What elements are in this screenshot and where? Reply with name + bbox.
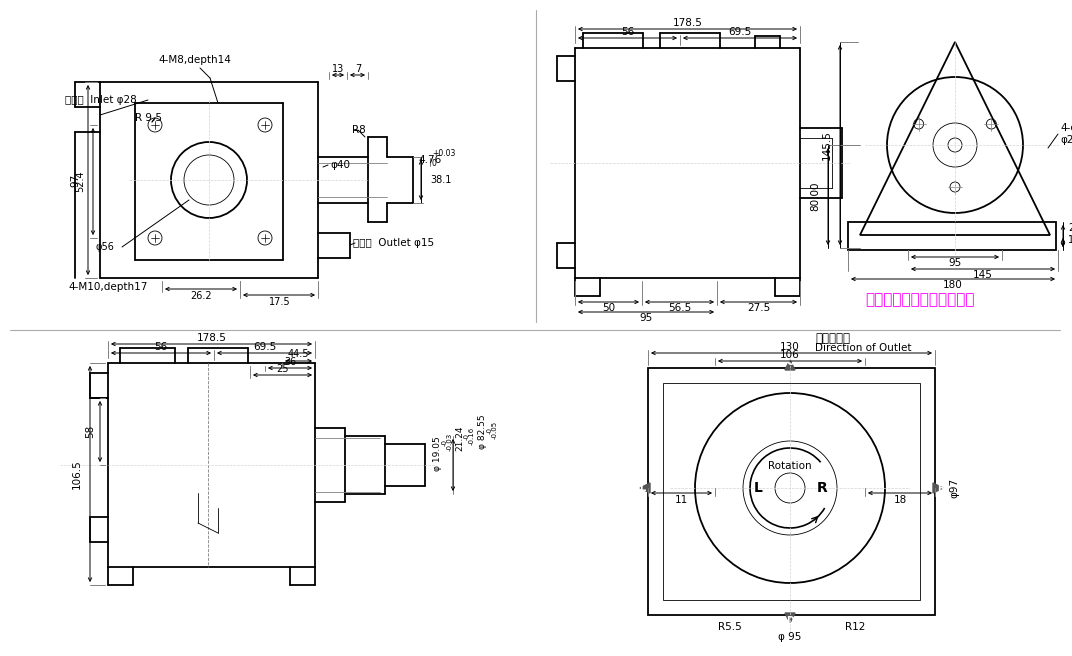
- Text: U: U: [786, 357, 794, 367]
- Text: 95: 95: [949, 258, 962, 268]
- Text: 145.5: 145.5: [822, 130, 832, 160]
- Polygon shape: [933, 483, 943, 493]
- Text: 13: 13: [332, 64, 344, 74]
- Text: L: L: [754, 481, 762, 495]
- Text: 11: 11: [675, 495, 688, 505]
- Text: -0: -0: [487, 426, 493, 434]
- Text: 106: 106: [780, 350, 800, 360]
- Text: 出油口方向: 出油口方向: [815, 331, 850, 344]
- Text: 21.24: 21.24: [455, 425, 464, 451]
- Text: 18: 18: [893, 495, 907, 505]
- Text: φ97: φ97: [949, 478, 959, 498]
- Text: R5.5: R5.5: [718, 622, 742, 632]
- Text: R 9.5: R 9.5: [135, 113, 162, 123]
- Text: 50: 50: [602, 303, 615, 313]
- Text: 38.1: 38.1: [430, 175, 451, 185]
- Text: 0: 0: [432, 159, 437, 167]
- Polygon shape: [785, 613, 795, 623]
- Text: 58: 58: [85, 425, 95, 438]
- Text: φ56: φ56: [95, 242, 115, 252]
- Text: -0: -0: [464, 432, 470, 440]
- Text: R: R: [937, 483, 944, 493]
- Text: 80.00: 80.00: [810, 182, 820, 211]
- Text: -0.05: -0.05: [492, 421, 498, 439]
- Text: 4-M8,depth14: 4-M8,depth14: [158, 55, 230, 65]
- Bar: [647, 368, 935, 615]
- Text: R: R: [817, 481, 828, 495]
- Text: 69.5: 69.5: [253, 342, 277, 352]
- Text: φ40: φ40: [330, 160, 349, 170]
- Text: φ28,depth1: φ28,depth1: [1060, 135, 1072, 145]
- Text: 145: 145: [973, 270, 993, 280]
- Bar: [662, 383, 920, 600]
- Text: 入油口  Inlet φ28: 入油口 Inlet φ28: [65, 95, 137, 105]
- Text: 130: 130: [780, 342, 800, 352]
- Text: 26.2: 26.2: [190, 291, 212, 301]
- Text: 56: 56: [621, 27, 635, 37]
- Text: +0.03: +0.03: [432, 150, 456, 159]
- Text: Direction of Outlet: Direction of Outlet: [815, 343, 911, 353]
- Text: 17.5: 17.5: [269, 297, 291, 307]
- Text: 4-M10,depth17: 4-M10,depth17: [68, 282, 147, 292]
- Text: φ 19.05: φ 19.05: [433, 437, 442, 472]
- Text: -0: -0: [442, 438, 448, 445]
- Text: 15: 15: [1068, 235, 1072, 245]
- Text: 178.5: 178.5: [672, 18, 702, 28]
- Text: 4.76: 4.76: [418, 155, 442, 165]
- Text: -0.16: -0.16: [470, 427, 475, 445]
- Text: φ 82.55: φ 82.55: [478, 415, 487, 449]
- Text: L: L: [639, 483, 645, 493]
- Bar: [848, 222, 1056, 250]
- Text: 106.5: 106.5: [72, 459, 81, 489]
- Polygon shape: [785, 360, 795, 370]
- Text: 180: 180: [943, 280, 963, 290]
- Text: 27.5: 27.5: [747, 303, 770, 313]
- Text: 其餘尺寸請參見法蘭安裝型: 其餘尺寸請參見法蘭安裝型: [865, 293, 974, 308]
- Text: 44.5: 44.5: [287, 349, 309, 359]
- Text: 97: 97: [70, 173, 80, 186]
- Text: 56: 56: [154, 342, 167, 352]
- Text: 出油口  Outlet φ15: 出油口 Outlet φ15: [353, 238, 434, 248]
- Text: 2: 2: [1068, 223, 1072, 233]
- Text: -0.03: -0.03: [447, 433, 453, 451]
- Text: 52.4: 52.4: [75, 170, 85, 192]
- Text: 56.5: 56.5: [668, 303, 691, 313]
- Text: 178.5: 178.5: [196, 333, 226, 343]
- Text: 36: 36: [284, 357, 296, 367]
- Text: 4-φ12: 4-φ12: [1060, 123, 1072, 133]
- Text: R8: R8: [352, 125, 366, 135]
- Text: D: D: [786, 616, 794, 626]
- Text: 25: 25: [277, 364, 288, 374]
- Polygon shape: [640, 483, 650, 493]
- Text: 69.5: 69.5: [728, 27, 751, 37]
- Text: 95: 95: [639, 313, 653, 323]
- Text: φ 95: φ 95: [778, 632, 802, 642]
- Text: 7: 7: [355, 64, 361, 74]
- Text: Rotation: Rotation: [769, 461, 812, 471]
- Text: R12: R12: [845, 622, 865, 632]
